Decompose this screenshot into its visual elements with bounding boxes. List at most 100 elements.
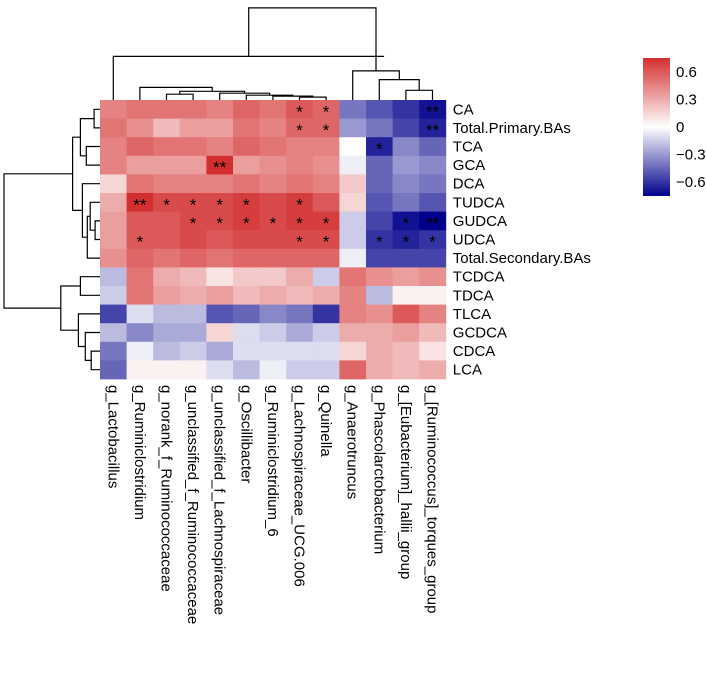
heatmap-cell [206,100,234,119]
significance-star: * [216,214,223,233]
heatmap-cell [286,248,314,268]
heatmap-cell [179,100,207,119]
heatmap-cell [126,174,154,194]
heatmap-cell [419,230,447,250]
heatmap-cell [179,211,207,231]
column-label: g_[Eubacterium]_hallii_group [397,385,414,579]
heatmap-cell [153,304,181,324]
dendrogram-branch [93,108,100,129]
significance-star: * [296,195,303,214]
heatmap-cell [419,360,447,380]
heatmap-cell [153,248,181,268]
heatmap-cell [339,286,367,305]
heatmap-cell [126,211,154,231]
heatmap-cell [366,360,393,380]
heatmap-cell [259,360,287,380]
heatmap-cell [286,323,314,343]
heatmap-cell [233,137,260,157]
colorbar-tick-label: 0.3 [676,91,697,108]
heatmap-cell [206,304,234,324]
heatmap-cell [100,155,127,175]
heatmap-cell [312,193,340,212]
significance-star: * [190,214,197,233]
heatmap-cell [206,341,234,361]
row-label: GCA [453,157,486,174]
heatmap-cell [286,211,314,231]
heatmap-cell [419,174,447,194]
row-label: CDCA [453,343,496,360]
column-label: g_Oscillibacter [237,385,254,483]
heatmap-cell [179,341,207,361]
row-label: CA [453,101,474,118]
heatmap-cell [126,286,154,305]
heatmap-cell [100,267,127,287]
heatmap-cell [126,230,154,250]
color-legend: 0.6 0.3 0 −0.3 −0.6 [643,58,706,196]
heatmap-cell [366,100,393,119]
column-labels: g_Lactobacillus g_Ruminiclostridium g_nora… [104,385,440,624]
heatmap-cell [339,137,367,157]
significance-star: ** [426,102,440,121]
row-label: DCA [453,176,485,193]
heatmap-cell [100,193,127,212]
dendrogram-branch [60,285,81,331]
row-label: TCA [453,139,483,156]
dendrogram-branch [298,96,327,100]
heatmap-cell [366,304,393,324]
heatmap-cell [392,118,420,138]
column-label: g_Lactobacillus [104,385,121,488]
heatmap-cell [312,341,340,361]
heatmap-cell [312,304,340,324]
heatmap-cell [126,100,154,119]
heatmap-cell [392,304,420,324]
dendrogram-branch [139,86,213,100]
heatmap-cell [179,230,207,250]
colorbar-tick-label: 0.6 [676,64,697,81]
heatmap-cell [366,248,393,268]
significance-star: * [296,102,303,121]
heatmap-cell [179,155,207,175]
heatmap-cell [312,230,340,250]
heatmap-cell [179,118,207,138]
significance-star: ** [213,158,227,177]
heatmap-cell [233,193,260,212]
row-label: Total.Primary.BAs [453,120,571,137]
heatmap-cell [259,341,287,361]
column-label: g_unclassified_f_Ruminococcaceae [184,385,201,624]
heatmap-cell [366,230,393,250]
heatmap-cell [286,304,314,324]
heatmap-cell [100,230,127,250]
significance-star: * [243,214,250,233]
heatmap-cell [126,304,154,324]
heatmap-cell [286,174,314,194]
heatmap-cell [259,174,287,194]
column-label: g_Ruminiclostridium_6 [264,385,281,537]
heatmap-cell [153,323,181,343]
heatmap-cell [419,286,447,305]
heatmap-cell [419,118,447,138]
heatmap-cell [233,100,260,119]
heatmap-cell [392,100,420,119]
heatmap-cell [153,211,181,231]
heatmap-cell [259,155,287,175]
heatmap-cell [153,100,181,119]
heatmap-cell [392,211,420,231]
heatmap-cell [233,230,260,250]
heatmap-cell [392,360,420,380]
heatmap-cell [312,118,340,138]
heatmap-cell [100,211,127,231]
heatmap-cell [153,137,181,157]
heatmap-cell [259,137,287,157]
heatmap-cell [126,155,154,175]
heatmap-cell [179,174,207,194]
heatmap-cell [366,155,393,175]
significance-markers: * * *** * ******* * * * * ** * * * * * * *** * * * * * [133,102,439,251]
heatmap-cell [366,118,393,138]
dendrogram-branch [112,55,385,100]
heatmap-cell [312,360,340,380]
column-label: g_Ruminiclostridium [131,385,148,520]
heatmap-cell [153,155,181,175]
heatmap-cell [153,341,181,361]
heatmap-cell [259,211,287,231]
